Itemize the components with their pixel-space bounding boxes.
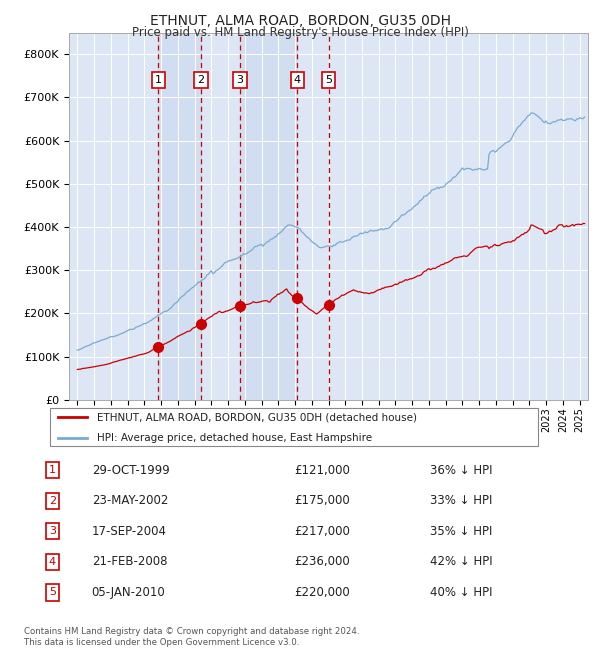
Text: 1: 1: [155, 75, 162, 85]
Text: 35% ↓ HPI: 35% ↓ HPI: [430, 525, 493, 538]
Text: 5: 5: [49, 588, 56, 597]
FancyBboxPatch shape: [50, 408, 538, 447]
Text: 3: 3: [236, 75, 244, 85]
Text: 29-OCT-1999: 29-OCT-1999: [92, 464, 169, 477]
Text: 2: 2: [49, 496, 56, 506]
Text: 42% ↓ HPI: 42% ↓ HPI: [430, 555, 493, 568]
Text: 2: 2: [197, 75, 205, 85]
Text: 23-MAY-2002: 23-MAY-2002: [92, 494, 168, 507]
Text: 40% ↓ HPI: 40% ↓ HPI: [430, 586, 493, 599]
Text: Contains HM Land Registry data © Crown copyright and database right 2024.
This d: Contains HM Land Registry data © Crown c…: [24, 627, 359, 647]
Text: 36% ↓ HPI: 36% ↓ HPI: [430, 464, 493, 477]
Text: £121,000: £121,000: [295, 464, 350, 477]
Text: ETHNUT, ALMA ROAD, BORDON, GU35 0DH (detached house): ETHNUT, ALMA ROAD, BORDON, GU35 0DH (det…: [97, 412, 417, 423]
Text: 05-JAN-2010: 05-JAN-2010: [92, 586, 166, 599]
Text: 3: 3: [49, 526, 56, 536]
Text: £175,000: £175,000: [295, 494, 350, 507]
Text: 21-FEB-2008: 21-FEB-2008: [92, 555, 167, 568]
Text: 1: 1: [49, 465, 56, 475]
Text: 17-SEP-2004: 17-SEP-2004: [92, 525, 167, 538]
Text: 33% ↓ HPI: 33% ↓ HPI: [430, 494, 493, 507]
Text: 5: 5: [325, 75, 332, 85]
Text: 4: 4: [294, 75, 301, 85]
Text: Price paid vs. HM Land Registry's House Price Index (HPI): Price paid vs. HM Land Registry's House …: [131, 26, 469, 39]
Text: 4: 4: [49, 557, 56, 567]
Bar: [240, 32, 298, 400]
Text: HPI: Average price, detached house, East Hampshire: HPI: Average price, detached house, East…: [97, 432, 373, 443]
Text: £217,000: £217,000: [295, 525, 350, 538]
Bar: [158, 32, 201, 400]
Text: ETHNUT, ALMA ROAD, BORDON, GU35 0DH: ETHNUT, ALMA ROAD, BORDON, GU35 0DH: [149, 14, 451, 29]
Text: £220,000: £220,000: [295, 586, 350, 599]
Text: £236,000: £236,000: [295, 555, 350, 568]
